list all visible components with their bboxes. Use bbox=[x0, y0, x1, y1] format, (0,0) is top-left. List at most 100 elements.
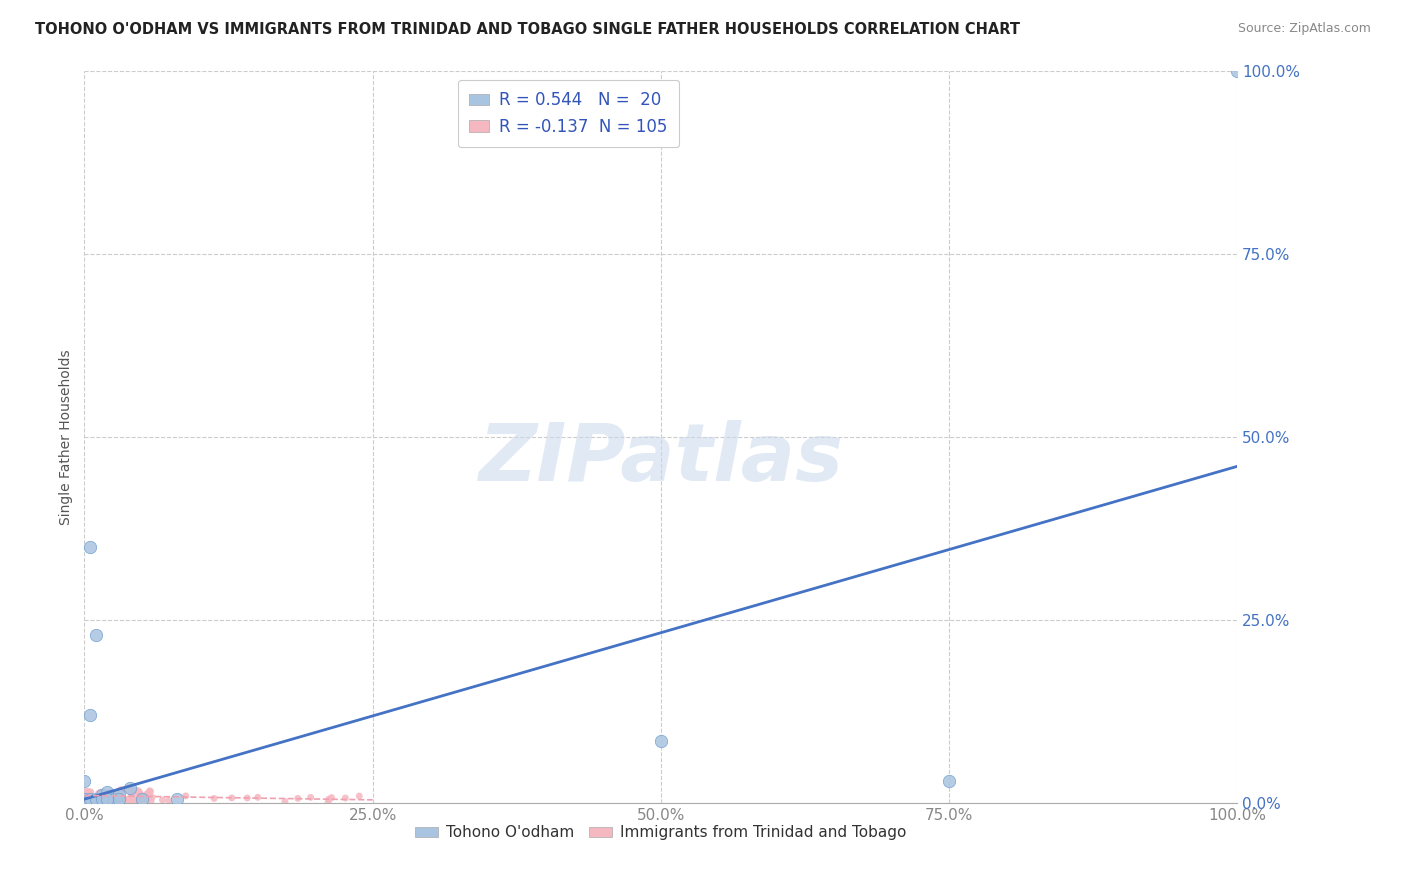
Point bbox=[938, 773, 960, 788]
Point bbox=[108, 789, 131, 803]
Point bbox=[98, 794, 121, 808]
Point bbox=[83, 794, 105, 808]
Point bbox=[139, 784, 162, 798]
Point bbox=[97, 796, 120, 810]
Point bbox=[124, 794, 146, 808]
Point bbox=[321, 790, 343, 805]
Point bbox=[127, 783, 149, 797]
Point bbox=[105, 794, 128, 808]
Point bbox=[132, 796, 155, 810]
Point bbox=[120, 792, 142, 806]
Point bbox=[77, 784, 100, 798]
Legend: Tohono O'odham, Immigrants from Trinidad and Tobago: Tohono O'odham, Immigrants from Trinidad… bbox=[409, 819, 912, 847]
Point bbox=[84, 627, 107, 641]
Point bbox=[107, 785, 129, 799]
Point bbox=[349, 789, 371, 803]
Point bbox=[136, 787, 159, 801]
Point bbox=[105, 787, 128, 801]
Point bbox=[96, 785, 118, 799]
Point bbox=[79, 789, 101, 803]
Point bbox=[115, 796, 138, 810]
Point bbox=[79, 792, 101, 806]
Point bbox=[131, 789, 153, 803]
Point bbox=[157, 794, 180, 808]
Point bbox=[166, 792, 188, 806]
Point bbox=[77, 787, 100, 801]
Point bbox=[79, 708, 101, 723]
Point bbox=[139, 789, 162, 803]
Point bbox=[94, 793, 117, 807]
Point bbox=[80, 785, 103, 799]
Point bbox=[127, 793, 149, 807]
Point bbox=[111, 783, 134, 797]
Point bbox=[105, 787, 128, 801]
Point bbox=[127, 785, 149, 799]
Point bbox=[104, 795, 127, 809]
Point bbox=[75, 784, 97, 798]
Point bbox=[103, 792, 124, 806]
Point bbox=[139, 794, 162, 808]
Point bbox=[93, 794, 115, 808]
Point bbox=[94, 795, 117, 809]
Point bbox=[101, 792, 124, 806]
Point bbox=[316, 795, 339, 809]
Point bbox=[73, 796, 96, 810]
Point bbox=[136, 792, 159, 806]
Point bbox=[174, 789, 197, 803]
Point bbox=[84, 792, 107, 806]
Point bbox=[121, 786, 143, 800]
Point bbox=[94, 796, 117, 810]
Point bbox=[650, 733, 672, 747]
Point bbox=[117, 783, 139, 797]
Point bbox=[104, 793, 127, 807]
Point bbox=[87, 789, 110, 803]
Point bbox=[101, 789, 124, 803]
Point bbox=[125, 784, 148, 798]
Point bbox=[79, 540, 101, 554]
Point bbox=[138, 785, 160, 799]
Point bbox=[131, 795, 153, 809]
Point bbox=[89, 785, 111, 799]
Point bbox=[299, 790, 322, 805]
Point bbox=[73, 773, 96, 788]
Point bbox=[136, 793, 159, 807]
Text: TOHONO O'ODHAM VS IMMIGRANTS FROM TRINIDAD AND TOBAGO SINGLE FATHER HOUSEHOLDS C: TOHONO O'ODHAM VS IMMIGRANTS FROM TRINID… bbox=[35, 22, 1021, 37]
Point bbox=[287, 791, 309, 805]
Point bbox=[84, 791, 107, 805]
Point bbox=[105, 793, 128, 807]
Point bbox=[87, 786, 110, 800]
Point bbox=[120, 783, 142, 797]
Point bbox=[318, 792, 340, 806]
Point bbox=[124, 789, 146, 803]
Point bbox=[94, 790, 117, 805]
Point bbox=[128, 785, 150, 799]
Point bbox=[122, 783, 145, 797]
Point bbox=[202, 791, 225, 805]
Point bbox=[110, 789, 132, 804]
Point bbox=[335, 791, 357, 805]
Point bbox=[108, 792, 131, 806]
Point bbox=[98, 785, 121, 799]
Point bbox=[131, 792, 153, 806]
Point bbox=[103, 788, 125, 802]
Point bbox=[90, 792, 112, 806]
Point bbox=[129, 794, 152, 808]
Point bbox=[221, 790, 243, 805]
Point bbox=[105, 791, 128, 805]
Point bbox=[124, 796, 146, 810]
Point bbox=[96, 794, 118, 808]
Point bbox=[120, 793, 142, 807]
Point bbox=[96, 792, 118, 806]
Point bbox=[97, 786, 120, 800]
Point bbox=[118, 791, 141, 805]
Point bbox=[127, 794, 149, 808]
Point bbox=[104, 793, 127, 807]
Point bbox=[1226, 64, 1249, 78]
Point bbox=[110, 794, 132, 808]
Point bbox=[141, 790, 163, 805]
Point bbox=[90, 792, 112, 806]
Point bbox=[236, 791, 259, 805]
Point bbox=[110, 784, 132, 798]
Point bbox=[110, 782, 132, 797]
Point bbox=[82, 791, 104, 805]
